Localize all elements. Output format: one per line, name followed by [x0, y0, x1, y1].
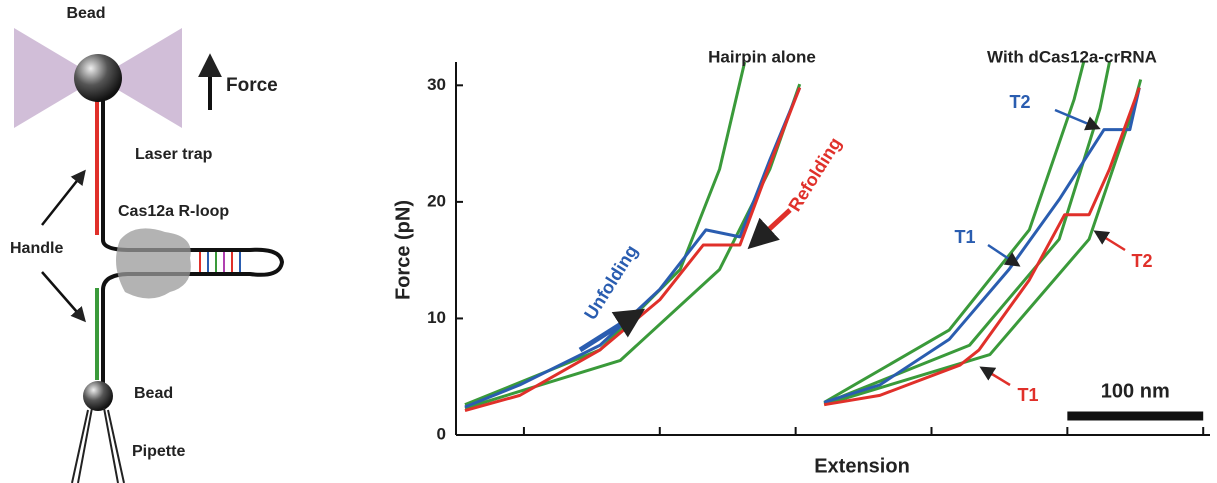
annotation: T2: [1131, 251, 1152, 271]
handle-arrow: [41, 271, 86, 323]
label: Pipette: [132, 443, 185, 460]
y-tick-label: 0: [437, 424, 446, 443]
annotation-arrow: [987, 243, 1021, 267]
cas12a: [116, 228, 191, 299]
plot-area: [464, 61, 1143, 412]
direction-arrow: [747, 208, 792, 250]
annotation: Unfolding: [580, 241, 641, 323]
pipette: [71, 407, 125, 483]
trace: [823, 61, 1111, 405]
y-tick-label: 30: [427, 75, 446, 94]
annotation: T2: [1009, 92, 1030, 112]
trace: [464, 87, 802, 412]
annotation-arrow: [1093, 230, 1126, 252]
trace: [464, 87, 802, 409]
annotation: T1: [1017, 385, 1038, 405]
label: Laser trap: [135, 146, 213, 163]
label: Handle: [10, 240, 63, 257]
base-pairs: [199, 252, 241, 272]
handle-arrow: [41, 169, 86, 226]
annotation-arrow: [979, 366, 1011, 387]
trace: [464, 83, 802, 410]
annotation-arrow: [1054, 108, 1101, 131]
y-axis-label: Force (pN): [392, 200, 414, 300]
trace: [823, 87, 1141, 407]
bead-top: [74, 54, 122, 102]
chart: 0 10 20 30 Force (pN) Extension Hairpin alone W…: [392, 47, 1210, 477]
scale-bar-label: 100 nm: [1101, 380, 1170, 402]
annotation: Hairpin alone: [708, 47, 816, 66]
label: Bead: [134, 385, 173, 402]
annotation: Refolding: [784, 134, 845, 215]
x-axis-label: Extension: [814, 455, 910, 477]
label: Cas12a R-loop: [118, 203, 229, 220]
y-tick-label: 20: [427, 191, 446, 210]
y-tick-label: 10: [427, 308, 446, 327]
annotation: With dCas12a-crRNA: [987, 47, 1157, 66]
label: Bead: [66, 5, 105, 22]
annotation: T1: [954, 227, 975, 247]
schematic: Bead Force Laser trap Cas12a R-loop Hand…: [10, 5, 285, 483]
direction-arrow: [578, 308, 646, 353]
label: Force: [226, 75, 278, 96]
bead-bottom: [83, 381, 113, 411]
trace: [823, 61, 1086, 404]
